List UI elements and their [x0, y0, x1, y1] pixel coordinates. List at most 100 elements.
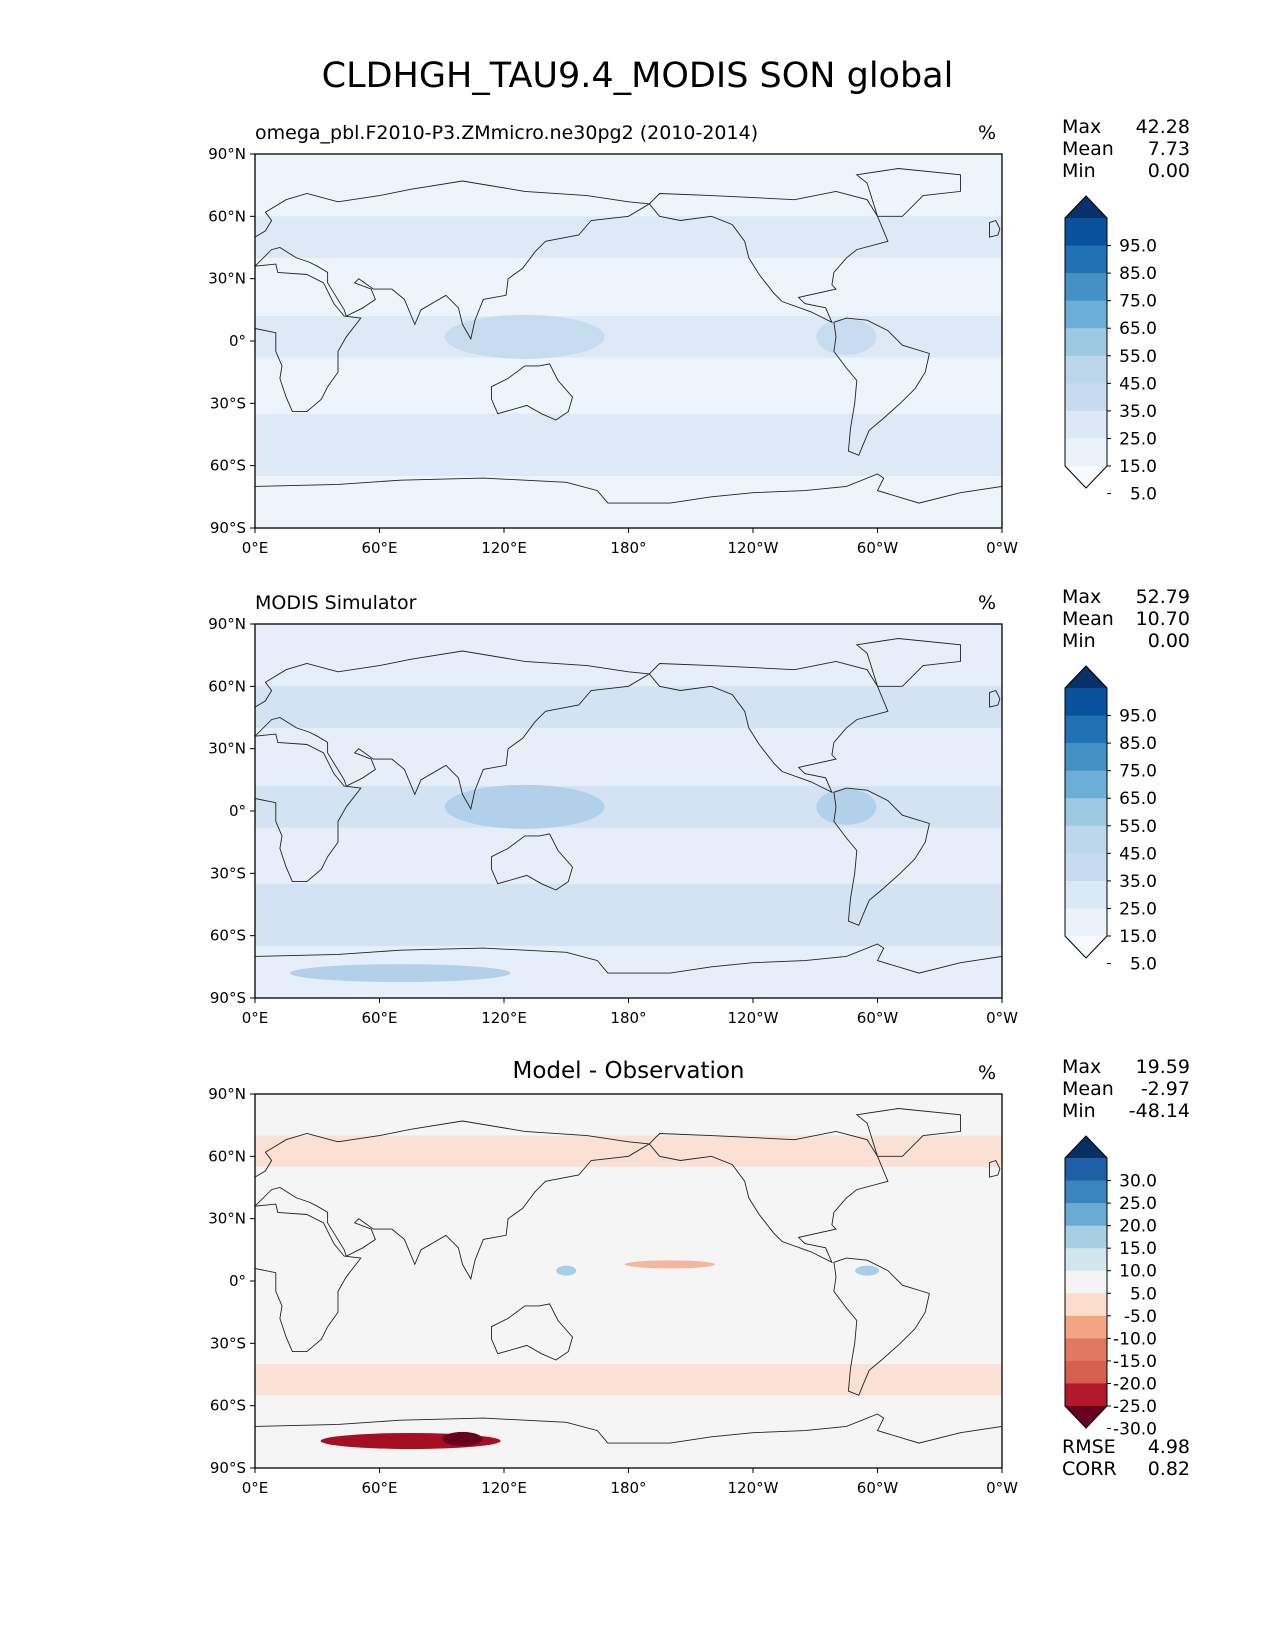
colorbar-label: 45.0: [1119, 844, 1157, 864]
lon-tick-label: 60°W: [857, 1479, 899, 1497]
colorbar-bin: [1065, 1338, 1107, 1362]
lon-tick-label: 180°: [610, 539, 646, 557]
coastline-eurasia: [254, 180, 651, 341]
coastline-australia: [491, 363, 574, 421]
diff-band-south: [255, 1364, 1002, 1396]
coastline-uk: [989, 689, 1001, 708]
lat-tick-label: 30°N: [208, 740, 246, 758]
lon-tick-label: 0°E: [242, 1009, 269, 1027]
coastline-africa: [254, 1203, 362, 1353]
stats-block: Max 19.59 Mean -2.97 Min -48.14: [1062, 1056, 1190, 1122]
coastline-s_america: [833, 787, 930, 926]
colorbar-label: 15.0: [1119, 457, 1157, 477]
coastline-s_america: [833, 1257, 930, 1396]
field-maximum-antarctic: [290, 964, 511, 983]
colorbar-bin: [1065, 853, 1107, 882]
colorbar-label: 30.0: [1119, 1172, 1157, 1192]
colorbar-label: 75.0: [1119, 292, 1157, 312]
units-label: %: [978, 122, 997, 144]
diff-positive-bias: [855, 1265, 880, 1276]
coastline-greenland: [855, 1108, 961, 1157]
units-label: %: [978, 1062, 997, 1084]
colorbar-extend-min: [1065, 1406, 1107, 1428]
panel-title: MODIS Simulator: [255, 592, 417, 614]
coastline-eurasia: [254, 650, 651, 811]
lat-tick-label: 30°S: [210, 1334, 246, 1352]
stat-min: Min -48.14: [1062, 1100, 1190, 1122]
lat-tick-label: 60°S: [210, 457, 246, 475]
lon-tick-label: 0°W: [986, 539, 1018, 557]
colorbar-bin: [1065, 688, 1107, 717]
panel-title: omega_pbl.F2010-P3.ZMmicro.ne30pg2 (2010…: [255, 122, 759, 144]
lat-tick-label: 90°S: [210, 1459, 246, 1477]
lon-tick-label: 120°W: [728, 1479, 779, 1497]
stat-min: Min 0.00: [1062, 160, 1190, 182]
stat-min: Min 0.00: [1062, 630, 1190, 652]
diff-antarctic-bias-core: [442, 1431, 483, 1446]
colorbar-bin: [1065, 1158, 1107, 1182]
colorbar-bin: [1065, 908, 1107, 937]
coastline-eurasia: [254, 1120, 651, 1281]
lat-tick-label: 30°S: [210, 394, 246, 412]
lon-tick-label: 120°W: [728, 539, 779, 557]
coastline-uk: [989, 219, 1001, 238]
colorbar-bin: [1065, 328, 1107, 357]
coastline-antarctica: [254, 473, 1003, 529]
lon-tick-label: 120°W: [728, 1009, 779, 1027]
colorbar-label: 25.0: [1119, 429, 1157, 449]
lon-tick-label: 0°W: [986, 1479, 1018, 1497]
lat-tick-label: 90°S: [210, 519, 246, 537]
colorbar-label: 10.0: [1119, 1262, 1157, 1282]
diff-band-north: [255, 1135, 1002, 1167]
coastline-africa: [254, 733, 362, 883]
lon-tick-label: 0°E: [242, 539, 269, 557]
field-band-tropics: [255, 786, 1002, 828]
field-maximum-andes: [816, 318, 877, 355]
colorbar-label: 85.0: [1119, 264, 1157, 284]
colorbar-bin: [1065, 383, 1107, 412]
field-maximum-andes: [816, 788, 877, 825]
lon-tick-label: 60°E: [361, 1479, 397, 1497]
lon-tick-label: 180°: [610, 1479, 646, 1497]
lat-tick-label: 0°: [229, 1272, 246, 1290]
colorbar-bin: [1065, 1383, 1107, 1407]
colorbar-label: 5.0: [1130, 485, 1157, 505]
colorbar-bin: [1065, 273, 1107, 302]
colorbar-label: 15.0: [1119, 927, 1157, 947]
coastline-africa: [254, 263, 362, 413]
diff-positive-bias: [556, 1265, 577, 1276]
colorbar-label: 35.0: [1119, 872, 1157, 892]
coastline-uk: [989, 1159, 1001, 1178]
colorbar-bin: [1065, 1293, 1107, 1317]
error-stats-block: RMSE 4.98 CORR 0.82: [1062, 1436, 1190, 1480]
colorbar-label: 55.0: [1119, 817, 1157, 837]
colorbar-bin: [1065, 880, 1107, 909]
lat-tick-label: 0°: [229, 802, 246, 820]
colorbar-label: 45.0: [1119, 374, 1157, 394]
lat-tick-label: 90°N: [208, 145, 246, 163]
map-plot: 0°E 60°E 120°E 180° 120°W 60°W 0°W 90°N 60°N 30°N…: [208, 145, 1157, 557]
colorbar-extend-max: [1065, 1136, 1107, 1158]
colorbar-extend-min: [1065, 936, 1107, 958]
coastline-s_america: [833, 317, 930, 456]
colorbar-label: 95.0: [1119, 237, 1157, 257]
colorbar-label: 15.0: [1119, 1239, 1157, 1259]
coastline-antarctica: [254, 943, 1003, 999]
stat-mean: Mean 10.70: [1062, 608, 1190, 630]
lon-tick-label: 120°E: [481, 539, 527, 557]
coastline-greenland: [855, 168, 961, 217]
colorbar-label: 5.0: [1130, 955, 1157, 975]
lat-tick-label: 30°S: [210, 864, 246, 882]
lat-tick-label: 30°N: [208, 270, 246, 288]
diff-itcz-bias: [625, 1260, 715, 1269]
field-band-midlat-south: [255, 883, 1002, 947]
lat-tick-label: 90°S: [210, 989, 246, 1007]
lon-tick-label: 60°E: [361, 1009, 397, 1027]
colorbar-label: 55.0: [1119, 347, 1157, 367]
colorbar-label: 75.0: [1119, 762, 1157, 782]
stat-corr: CORR 0.82: [1062, 1458, 1190, 1480]
colorbar-bin: [1065, 218, 1107, 247]
lon-tick-label: 60°W: [857, 539, 899, 557]
colorbar-bin: [1065, 1180, 1107, 1204]
colorbar-extend-max: [1065, 196, 1107, 218]
